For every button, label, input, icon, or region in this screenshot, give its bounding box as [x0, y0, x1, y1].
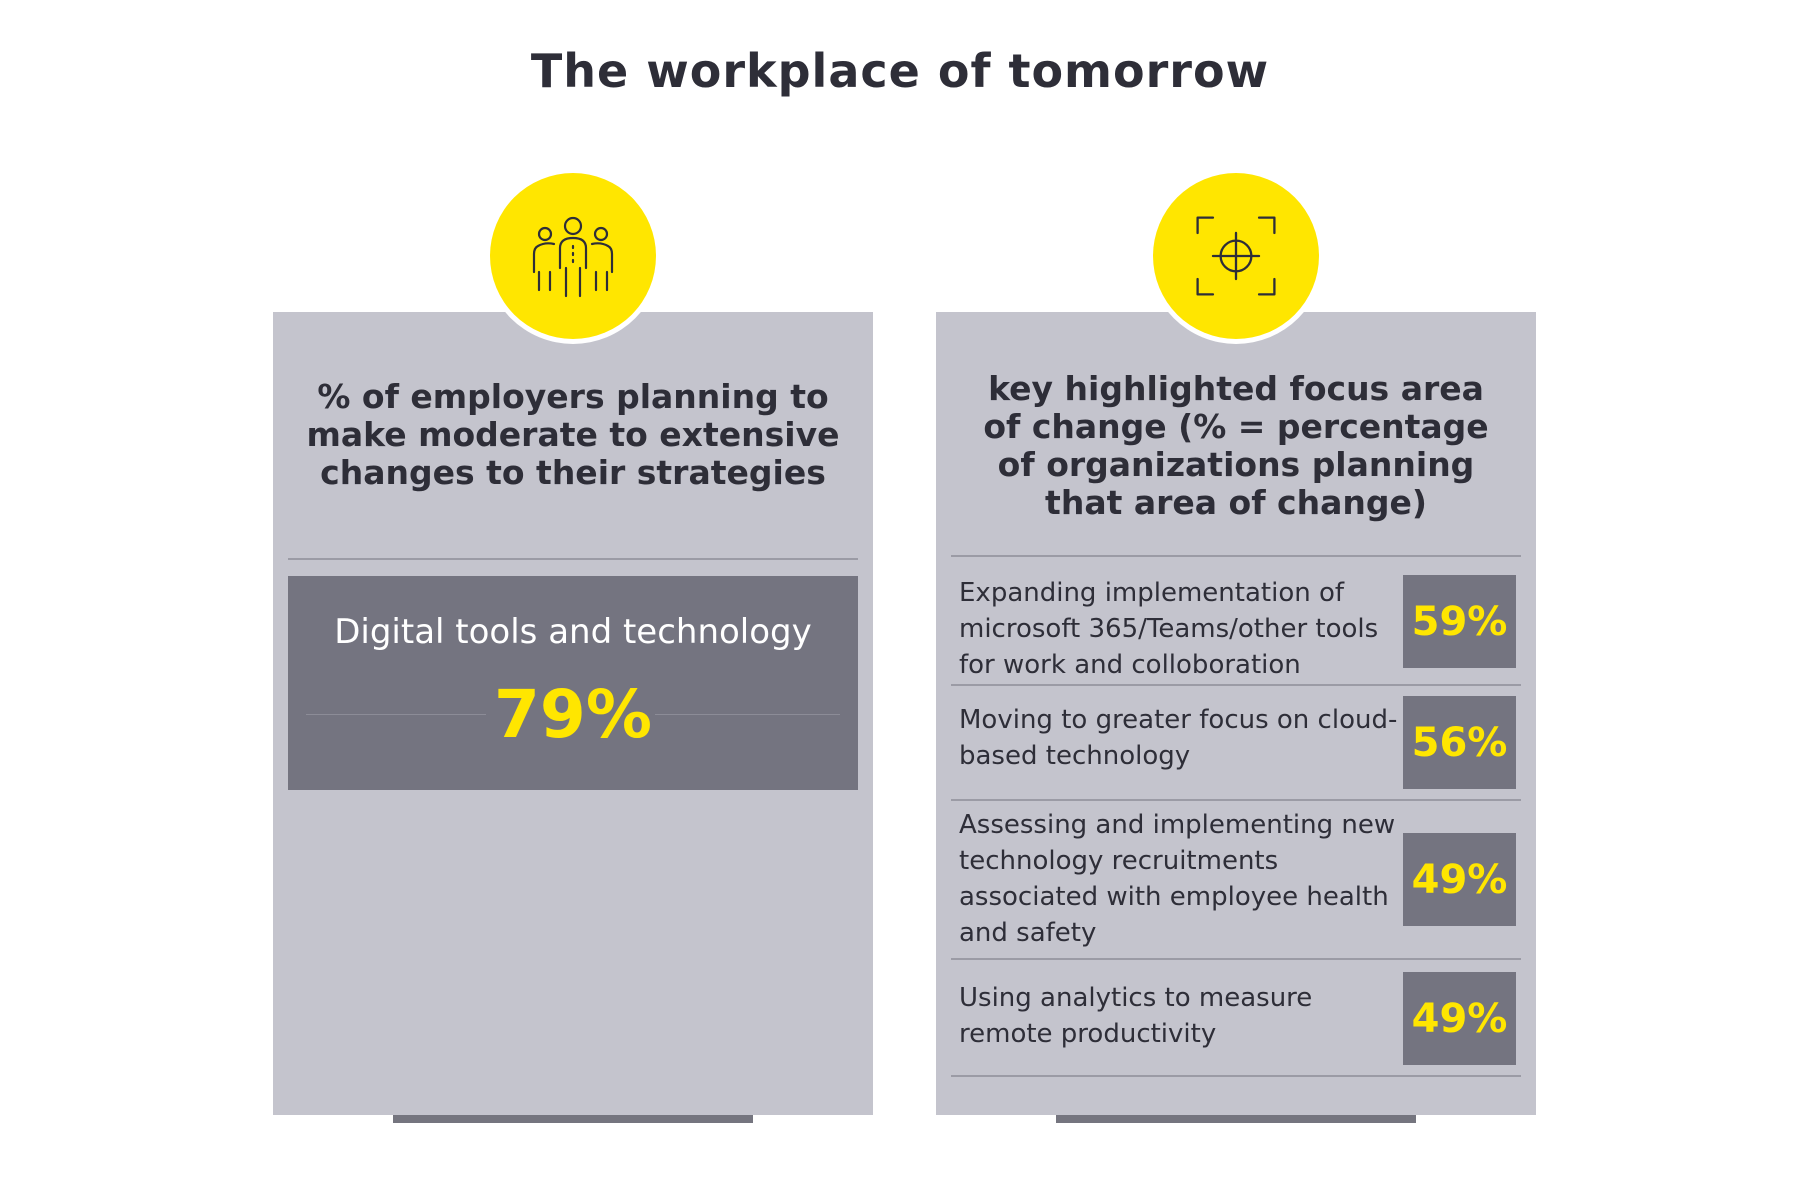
focus-row-value: 59% [1403, 575, 1516, 668]
left-icon-badge [485, 168, 661, 344]
left-card-heading: % of employers planning to make moderate… [306, 377, 840, 492]
focus-row-1: Expanding implementation of microsoft 36… [951, 557, 1521, 686]
focus-row-label: Moving to greater focus on cloud-based t… [959, 705, 1398, 771]
left-card: % of employers planning to make moderate… [273, 312, 873, 1123]
digital-tools-value: 79% [494, 676, 652, 753]
right-card-heading: key highlighted focus area of change (% … [983, 369, 1489, 522]
page-title: The workplace of tomorrow [530, 44, 1270, 98]
focus-row-value: 49% [1403, 972, 1516, 1065]
right-card-bottom-bar [1056, 1115, 1416, 1123]
focus-row-2: Moving to greater focus on cloud-based t… [951, 686, 1521, 801]
digital-tools-box: Digital tools and technology 79% [288, 576, 858, 790]
left-card-divider [288, 558, 858, 560]
focus-row-label: Using analytics to measure remote produc… [959, 983, 1313, 1049]
row-divider [951, 684, 1521, 686]
digital-tools-label: Digital tools and technology [334, 612, 812, 652]
people-group-icon [532, 216, 614, 298]
right-card: key highlighted focus area of change (% … [936, 312, 1536, 1123]
focus-row-label: Assessing and implementing new technolog… [959, 810, 1396, 948]
row-divider [951, 958, 1521, 960]
focus-row-label: Expanding implementation of microsoft 36… [959, 578, 1379, 680]
focus-row-3: Assessing and implementing new technolog… [951, 801, 1521, 960]
left-card-bottom-bar [393, 1115, 753, 1123]
focus-row-value: 56% [1403, 696, 1516, 789]
right-icon-badge [1148, 168, 1324, 344]
value-line-left [306, 714, 486, 715]
target-crosshair-icon [1196, 216, 1276, 296]
focus-row-4: Using analytics to measure remote produc… [951, 960, 1521, 1077]
row-divider [951, 799, 1521, 801]
row-divider [951, 1075, 1521, 1077]
focus-row-value: 49% [1403, 833, 1516, 926]
value-line-right [655, 714, 840, 715]
right-card-divider [951, 555, 1521, 557]
